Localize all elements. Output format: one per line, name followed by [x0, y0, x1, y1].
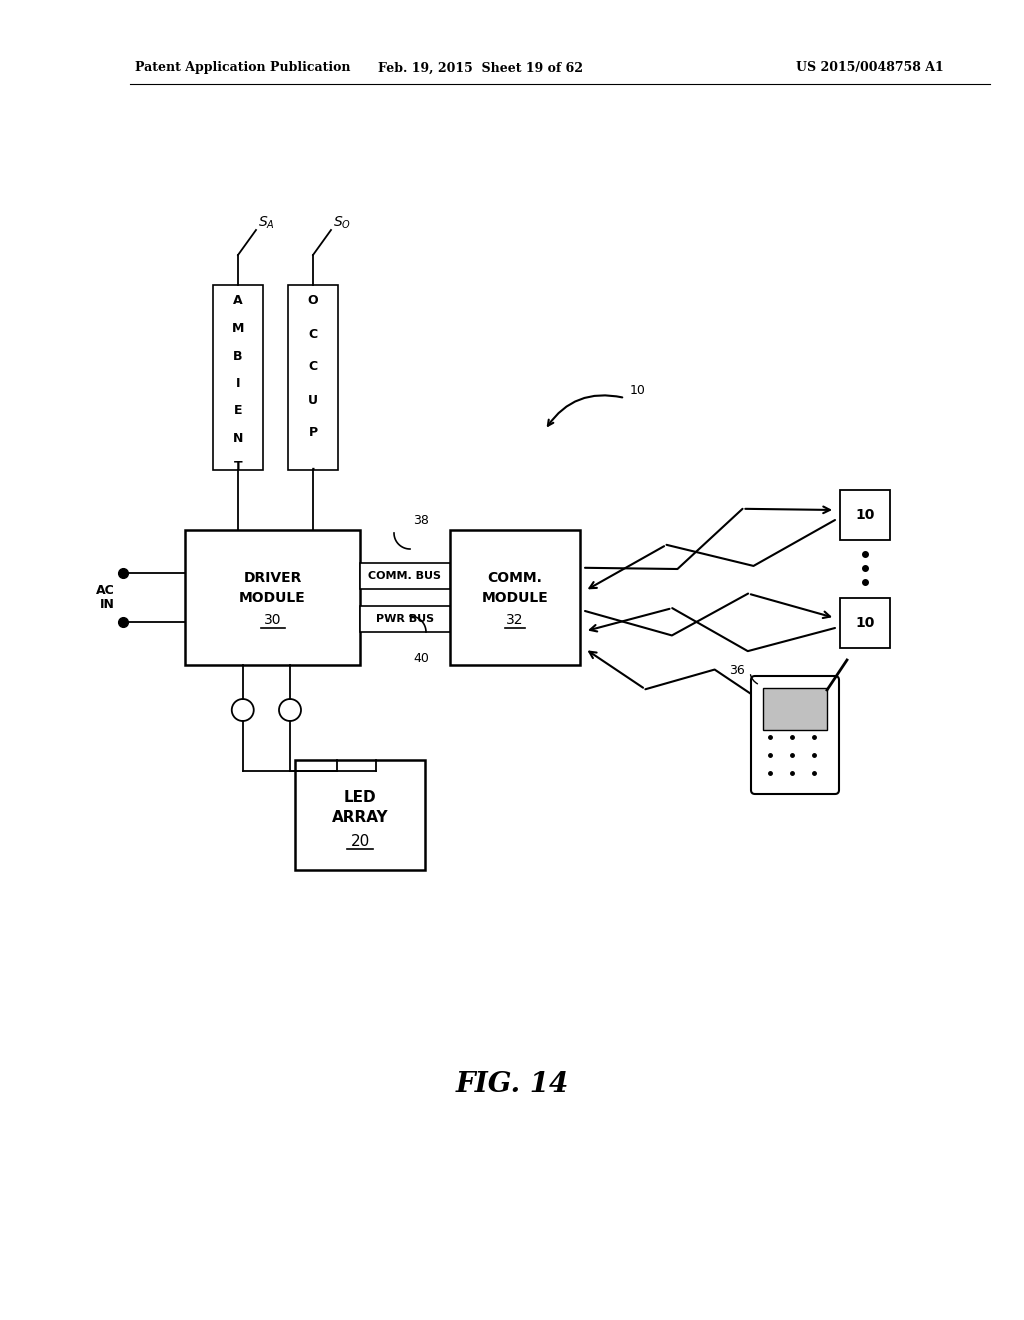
FancyBboxPatch shape: [185, 531, 360, 665]
FancyBboxPatch shape: [840, 598, 890, 648]
FancyBboxPatch shape: [751, 676, 839, 795]
Text: C: C: [308, 360, 317, 374]
Text: US 2015/0048758 A1: US 2015/0048758 A1: [796, 62, 944, 74]
Text: A: A: [233, 294, 243, 308]
Text: LED: LED: [344, 789, 376, 804]
FancyBboxPatch shape: [360, 564, 450, 589]
Text: 40: 40: [413, 652, 429, 664]
Text: FIG. 14: FIG. 14: [456, 1072, 568, 1098]
Text: E: E: [233, 404, 243, 417]
Text: $S_O$: $S_O$: [333, 215, 351, 231]
Text: .: .: [310, 459, 315, 473]
Text: M: M: [231, 322, 244, 335]
Text: 36: 36: [729, 664, 745, 676]
FancyBboxPatch shape: [450, 531, 580, 665]
Text: N: N: [232, 432, 243, 445]
Text: O: O: [307, 294, 318, 308]
Text: Feb. 19, 2015  Sheet 19 of 62: Feb. 19, 2015 Sheet 19 of 62: [378, 62, 583, 74]
Text: Patent Application Publication: Patent Application Publication: [135, 62, 350, 74]
Text: $S_A$: $S_A$: [258, 215, 274, 231]
Text: 32: 32: [506, 614, 523, 627]
Text: MODULE: MODULE: [240, 590, 306, 605]
Text: COMM.: COMM.: [487, 570, 543, 585]
Text: I: I: [236, 378, 241, 389]
FancyBboxPatch shape: [295, 760, 425, 870]
Text: 10: 10: [630, 384, 646, 396]
Text: B: B: [233, 350, 243, 363]
FancyBboxPatch shape: [763, 688, 827, 730]
FancyBboxPatch shape: [213, 285, 263, 470]
FancyBboxPatch shape: [840, 490, 890, 540]
Text: U: U: [308, 393, 318, 407]
Text: 10: 10: [855, 508, 874, 521]
Text: MODULE: MODULE: [481, 590, 549, 605]
Text: PWR BUS: PWR BUS: [376, 614, 434, 624]
Text: T: T: [233, 459, 243, 473]
Text: 38: 38: [413, 513, 429, 527]
Text: C: C: [308, 327, 317, 341]
Text: AC
IN: AC IN: [96, 583, 115, 611]
Text: 20: 20: [350, 833, 370, 849]
Text: ARRAY: ARRAY: [332, 810, 388, 825]
Text: DRIVER: DRIVER: [244, 570, 302, 585]
Text: 30: 30: [264, 614, 282, 627]
FancyBboxPatch shape: [288, 285, 338, 470]
Text: COMM. BUS: COMM. BUS: [369, 572, 441, 581]
FancyBboxPatch shape: [360, 606, 450, 632]
Text: P: P: [308, 426, 317, 440]
Text: 10: 10: [855, 616, 874, 630]
